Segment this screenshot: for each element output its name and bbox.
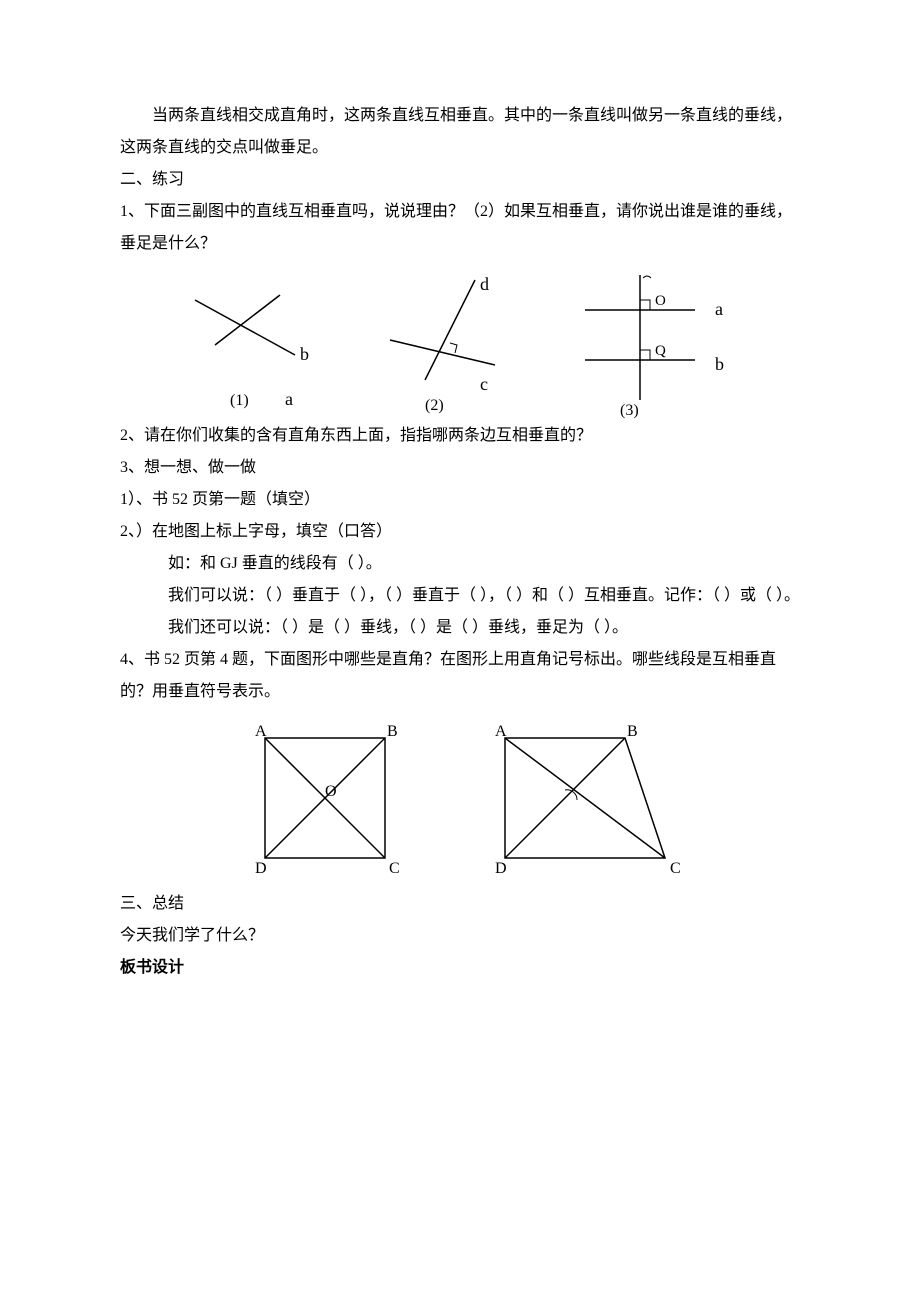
figure-2: d c (2)	[375, 270, 525, 420]
quad-diagonals-icon: A B C D	[465, 718, 695, 888]
board-design-heading: 板书设计	[120, 952, 800, 984]
label-c: c	[480, 374, 488, 394]
question-1: 1、下面三副图中的直线互相垂直吗，说说理由？（2）如果互相垂直，请你说出谁是谁的…	[120, 196, 800, 260]
label-O: O	[655, 293, 666, 309]
question-4: 4、书 52 页第 4 题，下面图形中哪些是直角？在图形上用直角记号标出。哪些线…	[120, 644, 800, 708]
label-D: D	[255, 860, 267, 877]
perpendicular-lines-icon: d c (2)	[375, 270, 525, 420]
question-3-2b: 我们可以说：（ ）垂直于（ ），（ ）垂直于（ ），（ ）和（ ）互相垂直。记作…	[120, 580, 800, 644]
figure-1: b a (1)	[175, 270, 335, 420]
caption-1: (1)	[230, 392, 249, 409]
label-O1: O	[325, 783, 337, 800]
section-3-line: 今天我们学了什么？	[120, 920, 800, 952]
figure-quadrilateral: A B C D	[465, 718, 695, 888]
label-Q: Q	[655, 343, 666, 359]
question-2: 2、请在你们收集的含有直角东西上面，指指哪两条边互相垂直的？	[120, 420, 800, 452]
label-b2: b	[715, 354, 724, 374]
label-C2: C	[670, 860, 681, 877]
caption-3: (3)	[620, 402, 639, 419]
figure-row-1: b a (1) d c (2) O Q a	[120, 270, 800, 420]
question-3-1: 1）、书 52 页第一题（填空）	[120, 484, 800, 516]
figure-3: O Q a b (3)	[565, 270, 745, 420]
figure-row-2: A B C D O A B C D	[120, 718, 800, 888]
label-A: A	[255, 723, 267, 740]
caption-2: (2)	[425, 397, 444, 414]
label-D2: D	[495, 860, 507, 877]
label-b: b	[300, 344, 309, 364]
section-3-heading: 三、总结	[120, 888, 800, 920]
vertical-horizontal-icon: O Q a b (3)	[565, 270, 745, 420]
label-C: C	[389, 860, 400, 877]
label-d: d	[480, 274, 489, 294]
label-a2: a	[715, 299, 723, 319]
label-B2: B	[627, 723, 638, 740]
section-2-heading: 二、练习	[120, 164, 800, 196]
square-diagonals-icon: A B C D O	[225, 718, 425, 888]
figure-square: A B C D O	[225, 718, 425, 888]
label-B: B	[387, 723, 398, 740]
label-A2: A	[495, 723, 507, 740]
question-3-2a: 如：和 GJ 垂直的线段有（ ）。	[120, 548, 800, 580]
paragraph-definition: 当两条直线相交成直角时，这两条直线互相垂直。其中的一条直线叫做另一条直线的垂线，…	[120, 100, 800, 164]
question-3-2: 2、）在地图上标上字母，填空（口答）	[120, 516, 800, 548]
question-3: 3、想一想、做一做	[120, 452, 800, 484]
label-a: a	[285, 389, 293, 409]
crossing-lines-icon: b a (1)	[175, 270, 335, 420]
